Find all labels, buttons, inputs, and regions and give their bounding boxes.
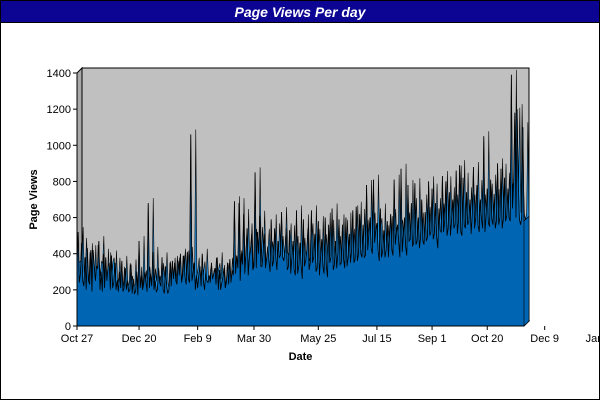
x-axis-title: Date bbox=[289, 351, 313, 363]
x-tick-label: Sep 1 bbox=[418, 333, 447, 345]
y-tick-label: 800 bbox=[53, 176, 71, 188]
x-tick-label: May 25 bbox=[300, 333, 336, 345]
y-tick-label: 1200 bbox=[47, 104, 71, 116]
title-bar: Page Views Per day bbox=[1, 1, 599, 23]
series-line bbox=[76, 74, 525, 296]
x-tick-label: Feb 9 bbox=[184, 333, 212, 345]
x-tick-label: Dec 9 bbox=[530, 333, 559, 345]
y-tick-label: 600 bbox=[53, 213, 71, 225]
y-tick-label: 400 bbox=[53, 249, 71, 261]
x-tick-label: Oct 20 bbox=[471, 333, 503, 345]
x-axis: Oct 27 Dec 20 Feb 9 Mar 30 May 25 Jul 15 Sep 1… bbox=[61, 325, 599, 345]
chart-area: 0 200 400 600 800 1000 1200 1400 Oct 27 Dec 20 Fe… bbox=[28, 66, 599, 363]
series-end-cap bbox=[523, 215, 530, 327]
x-tick-label: Oct 27 bbox=[61, 333, 93, 345]
y-axis-title: Page Views bbox=[28, 169, 40, 229]
y-tick-label: 0 bbox=[65, 321, 71, 333]
x-tick-label: Jul 15 bbox=[362, 333, 391, 345]
x-tick-label: Dec 20 bbox=[122, 333, 157, 345]
chart-title: Page Views Per day bbox=[234, 3, 366, 20]
plot-area bbox=[75, 66, 531, 328]
x-tick-label: Mar 30 bbox=[237, 333, 271, 345]
y-tick-label: 1400 bbox=[47, 68, 71, 80]
x-tick-label: Jan 28 bbox=[586, 333, 599, 345]
y-tick-label: 200 bbox=[53, 285, 71, 297]
series-area bbox=[77, 74, 524, 326]
y-axis: 0 200 400 600 800 1000 1200 1400 bbox=[47, 68, 78, 333]
y-tick-label: 1000 bbox=[47, 140, 71, 152]
